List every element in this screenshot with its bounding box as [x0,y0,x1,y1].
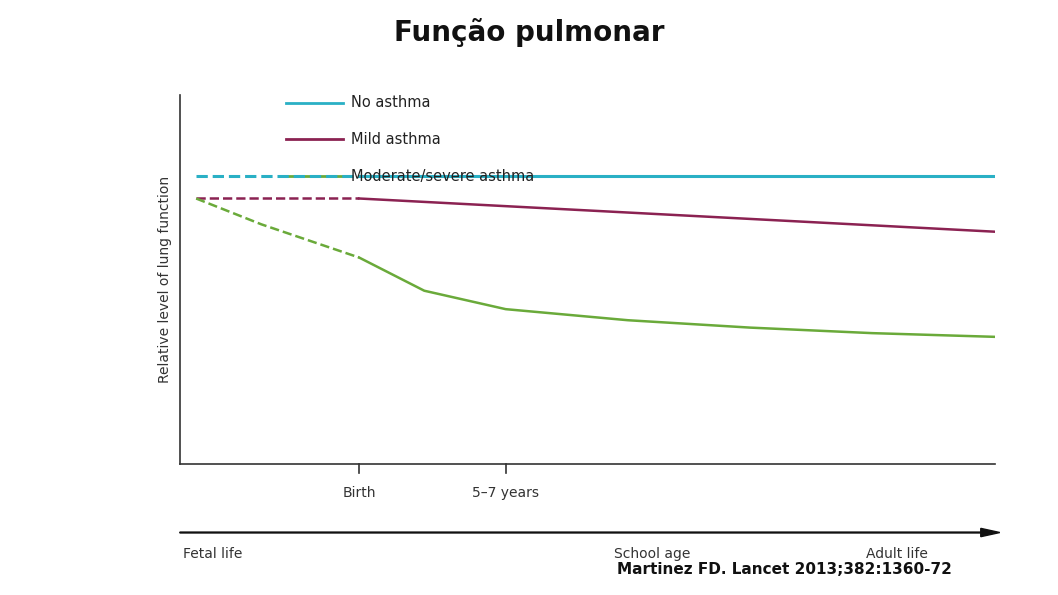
Text: Martinez FD. Lancet 2013;382:1360-72: Martinez FD. Lancet 2013;382:1360-72 [617,562,952,577]
Text: Mild asthma: Mild asthma [351,132,441,147]
Text: Birth: Birth [343,486,376,500]
Text: No asthma: No asthma [351,95,431,110]
Text: Adult life: Adult life [865,547,928,562]
Text: School age: School age [615,547,691,562]
Text: Fetal life: Fetal life [183,547,242,562]
Text: Moderate/severe asthma: Moderate/severe asthma [351,169,534,184]
Y-axis label: Relative level of lung function: Relative level of lung function [158,176,171,383]
Text: 5–7 years: 5–7 years [472,486,540,500]
Text: Função pulmonar: Função pulmonar [394,18,664,47]
